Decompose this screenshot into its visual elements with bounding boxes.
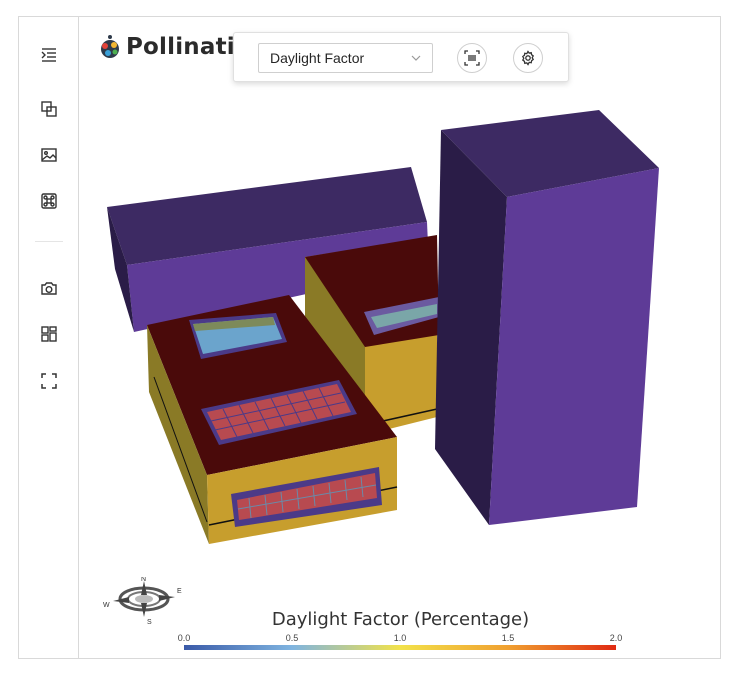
sidebar [19, 17, 79, 658]
indent-list-icon[interactable] [37, 43, 61, 67]
context-building-left-top [107, 167, 427, 265]
compass-label-s: S [147, 619, 152, 626]
tower-front [489, 168, 659, 525]
legend-color-bar [184, 645, 616, 650]
chevron-down-icon [411, 55, 421, 61]
skylight-grid [207, 384, 351, 440]
tower-side [435, 130, 507, 525]
legend-tick: 2.0 [609, 633, 623, 643]
building-front-side [147, 325, 209, 544]
camera-icon[interactable] [37, 276, 61, 300]
compass: N E S W [99, 576, 189, 632]
command-icon[interactable] [37, 189, 61, 213]
legend-tick: 1.5 [501, 633, 515, 643]
sidebar-divider [35, 241, 63, 242]
result-select-value: Daylight Factor [270, 50, 365, 66]
fit-view-icon [464, 50, 480, 66]
fit-view-button[interactable] [457, 43, 487, 73]
pollination-logo-icon [101, 35, 119, 58]
gear-icon [521, 50, 535, 66]
app-frame: Pollination Daylight Factor [18, 16, 721, 659]
tower-top [441, 110, 659, 197]
3d-viewport[interactable]: Pollination Daylight Factor [79, 17, 720, 658]
layers-icon[interactable] [37, 97, 61, 121]
settings-button[interactable] [513, 43, 543, 73]
compass-label-n: N [141, 577, 146, 583]
skylight-right-grid [371, 304, 437, 328]
compass-label-e: E [177, 588, 182, 595]
building-scene [107, 110, 659, 544]
image-icon[interactable] [37, 143, 61, 167]
fullscreen-icon[interactable] [37, 369, 61, 393]
legend-ticks: 0.0 0.5 1.0 1.5 2.0 [178, 633, 623, 645]
legend-tick: 0.0 [177, 633, 191, 643]
result-select[interactable]: Daylight Factor [258, 43, 433, 73]
legend-tick: 0.5 [285, 633, 299, 643]
legend-title: Daylight Factor (Percentage) [271, 609, 530, 630]
legend-tick: 1.0 [393, 633, 407, 643]
compass-label-w: W [103, 602, 110, 609]
context-building-left-side [107, 207, 134, 332]
toolbar: Daylight Factor [233, 32, 569, 82]
layout-icon[interactable] [37, 322, 61, 346]
